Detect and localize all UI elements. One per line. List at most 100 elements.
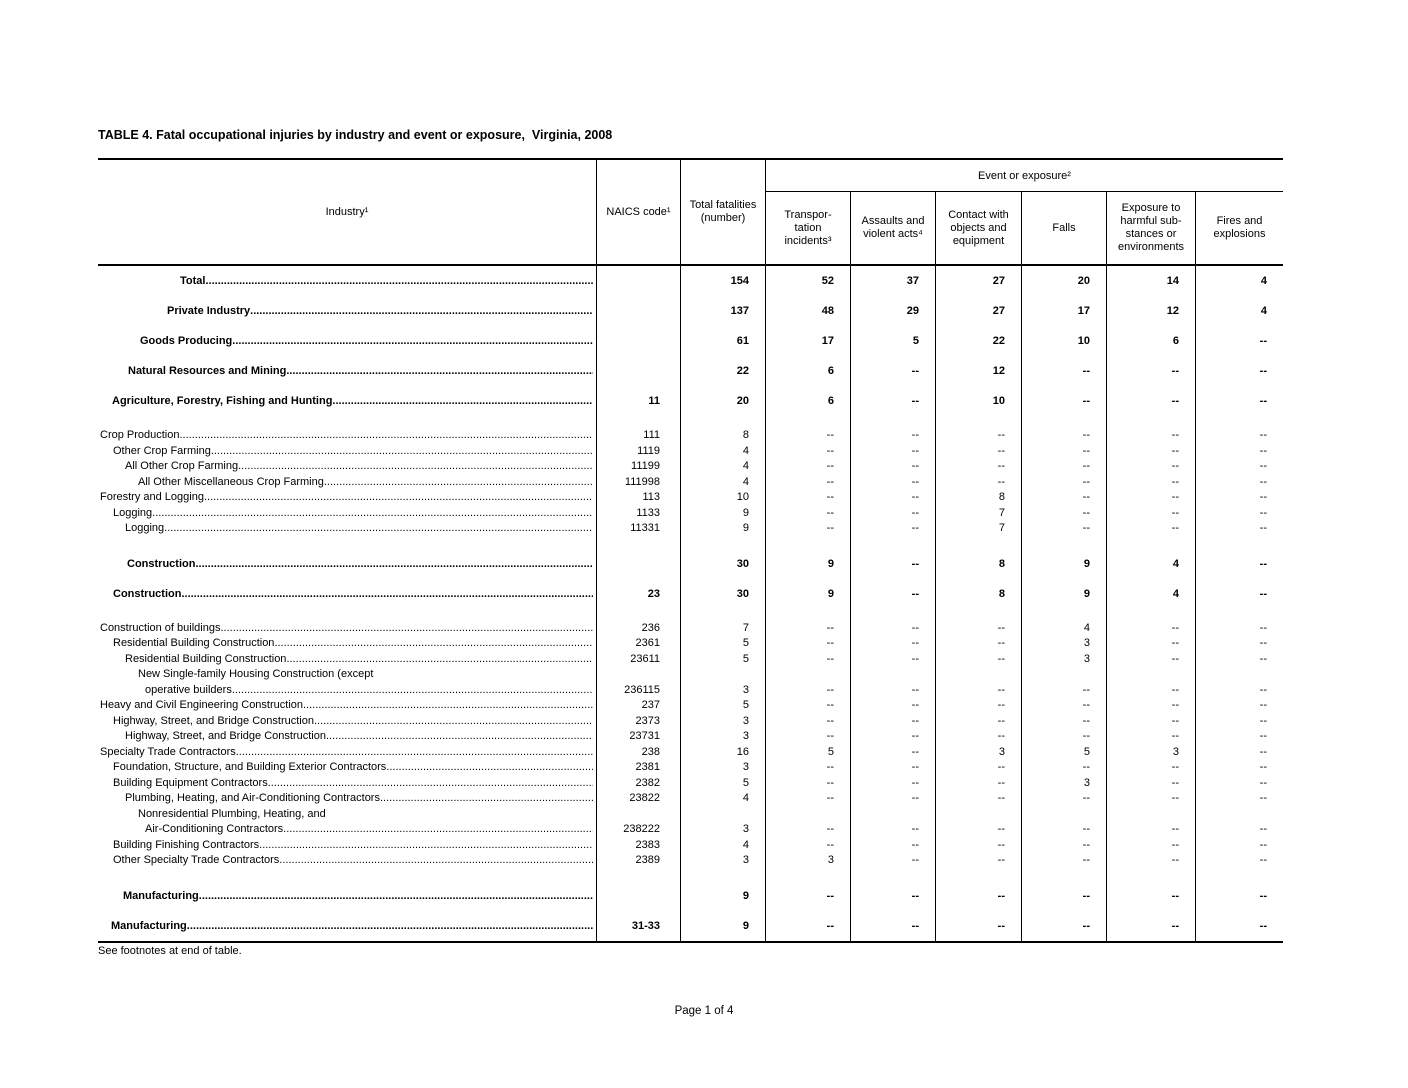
event-value-cell: -- <box>851 910 936 941</box>
industry-label: Natural Resources and Mining <box>128 365 287 377</box>
event-value-cell: -- <box>766 713 851 729</box>
event-value-cell: -- <box>851 651 936 667</box>
header-total-fatalities: Total fatalities (number) <box>681 160 766 264</box>
naics-cell: 2361 <box>597 636 681 652</box>
event-value-cell <box>936 806 1022 822</box>
event-value-cell: -- <box>1022 490 1107 506</box>
industry-cell: Heavy and Civil Engineering Construction <box>98 698 597 714</box>
event-value-cell: -- <box>1107 682 1196 698</box>
leader-dots <box>180 428 594 444</box>
event-value-cell: 4 <box>1260 275 1267 287</box>
event-value-cell <box>851 868 936 881</box>
header-exposure-harmful-substances: Exposure to harmful sub- stances or envi… <box>1107 192 1196 264</box>
header-event-columns: Transpor- tation incidents³ Assaults and… <box>766 192 1283 264</box>
spacer-row <box>98 868 1283 881</box>
naics-cell <box>597 416 681 428</box>
naics-cell: 23731 <box>597 729 681 745</box>
event-value-cell <box>1196 869 1283 881</box>
event-value-cell: -- <box>1107 698 1196 714</box>
naics-cell <box>597 608 681 621</box>
event-value-cell: -- <box>1022 428 1107 444</box>
event-value-cell: -- <box>936 822 1022 838</box>
total-fatalities-cell: 5 <box>681 636 766 652</box>
naics-cell: 1133 <box>597 505 681 521</box>
table-row: Heavy and Civil Engineering Construction… <box>98 698 1283 714</box>
event-value-cell <box>936 608 1022 621</box>
industry-cell: Residential Building Construction <box>98 636 597 652</box>
total-fatalities-cell <box>681 416 766 428</box>
event-value-cell: 7 <box>936 521 1022 537</box>
industry-cell: operative builders <box>98 682 597 698</box>
event-value-cell: 52 <box>766 266 851 296</box>
industry-label: Goods Producing <box>140 335 233 347</box>
industry-cell: Natural Resources and Mining <box>98 356 597 386</box>
total-fatalities-cell: 8 <box>681 428 766 444</box>
table-row: Air-Conditioning Contractors2382223-----… <box>98 822 1283 838</box>
total-fatalities-cell: 5 <box>681 775 766 791</box>
event-value-cell: 8 <box>936 548 1022 579</box>
event-value-cell <box>1107 416 1196 428</box>
event-value-cell: 14 <box>1107 266 1196 296</box>
leader-dots <box>274 636 593 652</box>
event-value-cell: -- <box>1107 490 1196 506</box>
event-value-cell: -- <box>1259 395 1267 407</box>
event-value-cell: -- <box>851 682 936 698</box>
industry-cell: Goods Producing <box>98 326 597 356</box>
header-fires-explosions: Fires and explosions <box>1213 215 1266 240</box>
total-fatalities-cell <box>681 806 766 822</box>
naics-cell: 236 <box>597 620 681 636</box>
event-value-cell: -- <box>1107 443 1196 459</box>
data-table: Industry¹ NAICS code¹ Total fatalities (… <box>98 158 1283 957</box>
event-value-cell: -- <box>851 698 936 714</box>
event-value-cell: -- <box>1107 428 1196 444</box>
naics-cell: 237 <box>597 698 681 714</box>
event-value-cell: -- <box>1259 637 1267 649</box>
event-value-cell: -- <box>766 910 851 941</box>
event-value-cell: -- <box>1259 365 1267 377</box>
naics-cell: 11199 <box>597 459 681 475</box>
naics-cell: 238222 <box>597 822 681 838</box>
event-value-cell: -- <box>851 853 936 869</box>
event-value-cell: -- <box>936 682 1022 698</box>
table-row: Residential Building Construction236115-… <box>98 651 1283 667</box>
event-value-cell <box>936 536 1022 549</box>
table-row: Forestry and Logging11310----8------ <box>98 490 1283 506</box>
total-fatalities-cell: 4 <box>681 791 766 807</box>
naics-cell <box>597 296 681 326</box>
total-fatalities-cell: 5 <box>681 651 766 667</box>
event-value-cell: -- <box>851 578 936 609</box>
event-value-cell: -- <box>1259 652 1267 665</box>
event-value-cell: -- <box>851 505 936 521</box>
event-value-cell <box>1022 806 1107 822</box>
total-fatalities-cell: 9 <box>681 521 766 537</box>
event-value-cell: 4 <box>1022 620 1107 636</box>
table-row: Manufacturing31-339------------ <box>98 910 1283 941</box>
event-value-cell: -- <box>1259 823 1267 835</box>
event-value-cell: -- <box>1107 356 1196 386</box>
naics-cell: 2389 <box>597 853 681 869</box>
event-value-cell <box>1022 536 1107 549</box>
event-value-cell: -- <box>1022 682 1107 698</box>
industry-cell: Highway, Street, and Bridge Construction <box>98 713 597 729</box>
industry-cell: Residential Building Construction <box>98 651 597 667</box>
industry-cell <box>98 868 597 881</box>
industry-label: New Single-family Housing Construction (… <box>138 668 374 680</box>
event-value-cell: -- <box>1022 760 1107 776</box>
leader-dots <box>236 745 593 761</box>
event-value-cell: -- <box>936 837 1022 853</box>
industry-cell: Manufacturing <box>98 880 597 911</box>
event-value-cell <box>1196 609 1283 621</box>
total-fatalities-cell: 3 <box>681 822 766 838</box>
total-fatalities-cell: 3 <box>681 853 766 869</box>
event-value-cell: -- <box>851 713 936 729</box>
total-fatalities-cell: 20 <box>681 386 766 416</box>
footnote-text: See footnotes at end of table. <box>98 944 242 957</box>
event-value-cell: 4 <box>1107 578 1196 609</box>
industry-label: Residential Building Construction <box>125 652 287 665</box>
event-value-cell: -- <box>936 713 1022 729</box>
table-row: Construction23309--894-- <box>98 578 1283 609</box>
industry-label: Specialty Trade Contractors <box>100 745 236 758</box>
total-fatalities-cell: 9 <box>681 880 766 911</box>
